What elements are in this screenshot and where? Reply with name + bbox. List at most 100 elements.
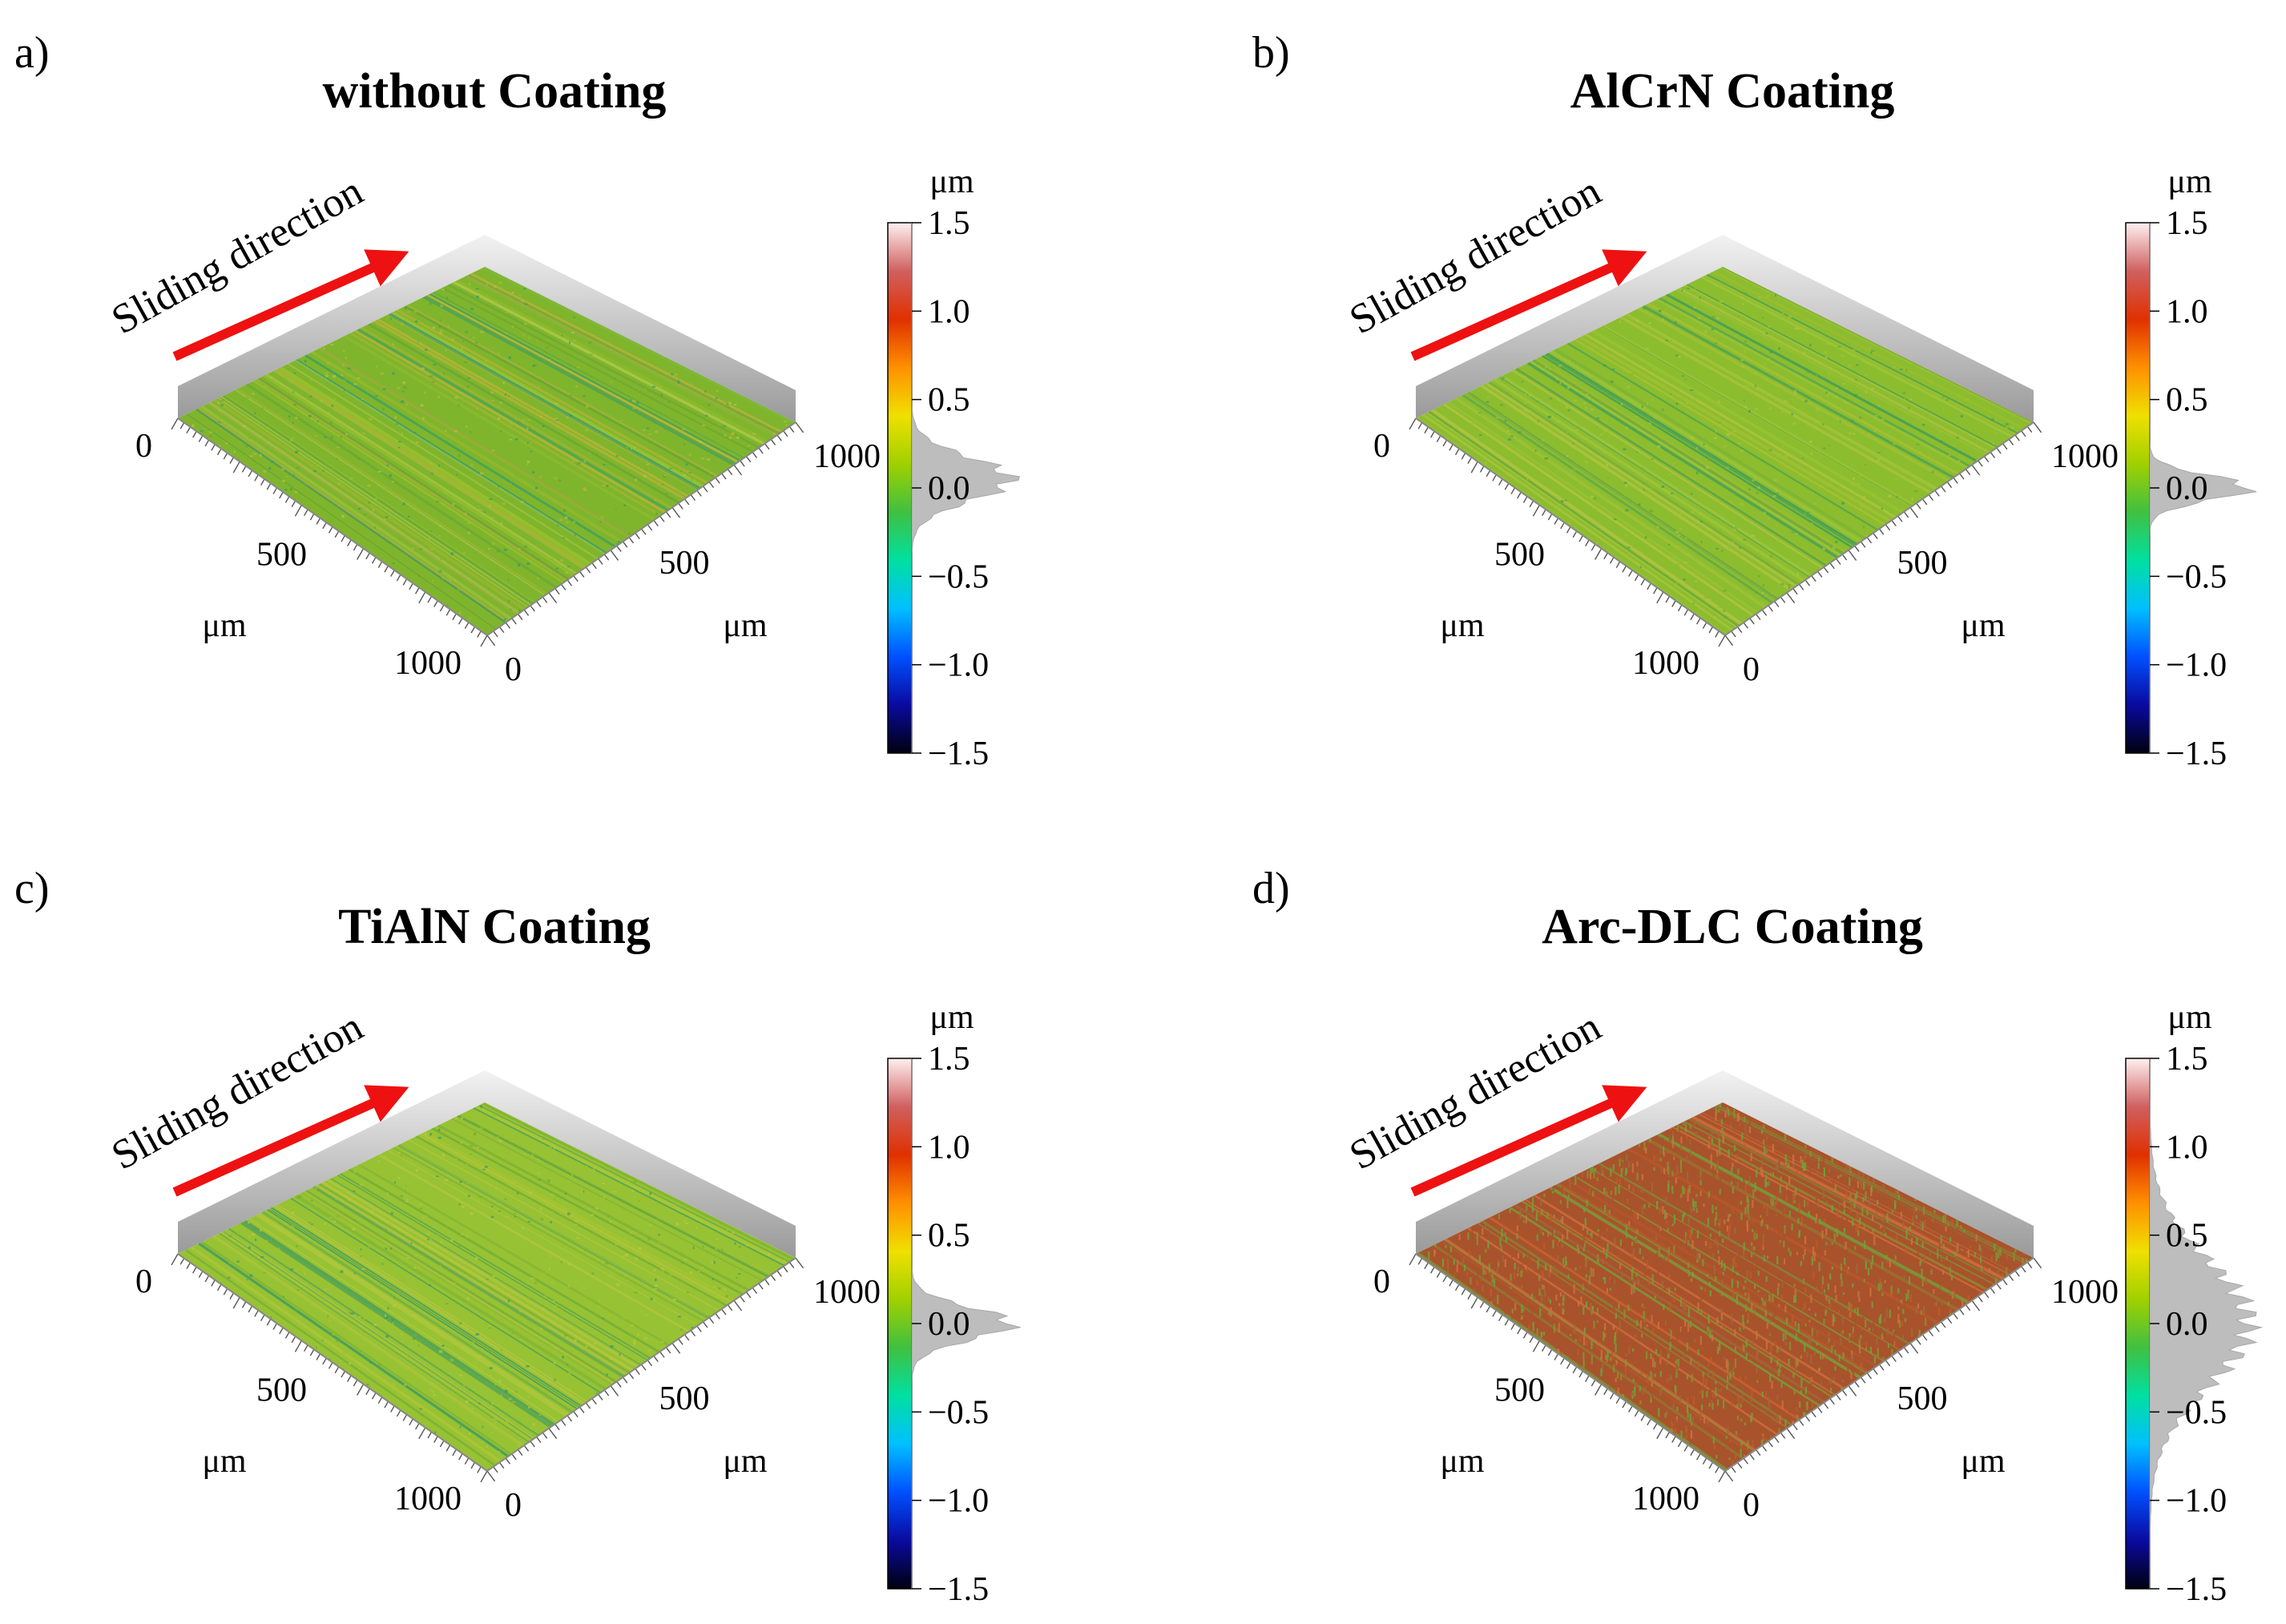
height-histogram [2149, 1058, 2264, 1589]
y-axis-line [486, 421, 796, 636]
x-axis-ticks [1409, 1253, 1726, 1483]
y-axis-ticks [1724, 421, 2042, 647]
sliding-direction-arrow [1410, 1085, 1647, 1197]
colorbar-tick-label: 0.0 [2166, 1306, 2208, 1343]
x-tick-label: 1000 [1632, 1481, 1699, 1517]
y-tick-label: 500 [1897, 545, 1948, 582]
x-axis-line [177, 417, 488, 636]
y-axis-line [486, 1257, 796, 1472]
colorbar-tick-label: 0.5 [928, 1218, 970, 1255]
x-tick-label: 0 [1373, 428, 1390, 465]
x-axis-ticks [171, 417, 488, 647]
colorbar-unit: μm [929, 999, 974, 1036]
x-axis-line [1415, 417, 1726, 636]
colorbar-tick-label: 1.5 [928, 205, 970, 242]
colorbar-tick-label: −1.5 [2166, 735, 2227, 772]
colorbar-tick-label: 1.5 [928, 1041, 970, 1078]
colorbar-tick-label: 1.5 [2166, 1041, 2208, 1078]
x-tick-label: 1000 [394, 645, 462, 682]
y-tick-label: 0 [505, 1487, 522, 1524]
y-tick-label: 1000 [2051, 438, 2119, 475]
colorbar-tick-label: 1.0 [928, 1129, 970, 1166]
surface [1416, 267, 2034, 635]
colorbar [887, 222, 913, 754]
back-wall-right [1723, 235, 2034, 422]
x-axis-ticks [1409, 417, 1726, 647]
x-axis-unit: μm [202, 607, 247, 644]
height-histogram [911, 1058, 1021, 1589]
y-axis-ticks [486, 421, 804, 647]
sliding-direction-arrow [1410, 249, 1647, 361]
colorbar-unit: μm [2167, 163, 2212, 200]
panel-label: c) [14, 864, 50, 913]
x-tick-label: 1000 [1632, 645, 1699, 682]
colorbar-tick-label: −1.0 [2166, 1483, 2227, 1520]
surface-texture [1417, 267, 2034, 635]
x-tick-label: 0 [1373, 1263, 1390, 1300]
surface [178, 267, 796, 635]
y-axis-line [1724, 1257, 2034, 1472]
x-axis-unit: μm [1440, 1443, 1485, 1480]
panel-title: TiAlN Coating [338, 900, 651, 954]
x-tick-label: 500 [1494, 537, 1545, 574]
x-tick-label: 1000 [394, 1481, 462, 1517]
colorbar-tick-label: 0.5 [2166, 382, 2208, 419]
panel-label: a) [14, 28, 50, 78]
colorbar-tick-label: −1.5 [928, 1571, 989, 1608]
x-axis-unit: μm [202, 1443, 247, 1480]
x-axis-unit: μm [1440, 607, 1485, 644]
colorbar-unit: μm [2167, 999, 2212, 1036]
height-histogram [2149, 223, 2257, 753]
panel-label: d) [1252, 864, 1290, 913]
colorbar-unit: μm [929, 163, 974, 200]
panel-label: b) [1252, 28, 1290, 78]
x-tick-label: 500 [256, 1372, 307, 1409]
colorbar-tick-label: 0.0 [928, 1306, 970, 1343]
colorbar-tick-label: 1.0 [2166, 1129, 2208, 1166]
back-wall-right [1723, 1070, 2034, 1258]
back-wall-right [485, 235, 796, 422]
colorbar-tick-label: 0.0 [928, 470, 970, 507]
back-wall-right [485, 1070, 796, 1258]
colorbar-tick-label: −1.0 [928, 647, 989, 684]
surface-texture [185, 1102, 795, 1467]
colorbar-tick-label: −0.5 [2166, 1394, 2227, 1431]
x-tick-label: 0 [135, 1263, 152, 1300]
x-tick-label: 500 [1494, 1372, 1545, 1409]
y-tick-label: 0 [505, 651, 522, 688]
colorbar-tick-label: −0.5 [2166, 558, 2227, 595]
sliding-direction-arrow [172, 249, 409, 361]
y-axis-ticks [1724, 1257, 2042, 1482]
colorbar-tick-label: 0.5 [2166, 1218, 2208, 1255]
x-axis-line [1415, 1253, 1726, 1472]
y-axis-unit: μm [723, 1443, 768, 1480]
x-axis-line [177, 1253, 488, 1472]
y-tick-label: 500 [659, 545, 710, 582]
colorbar-tick-label: −1.5 [2166, 1571, 2227, 1608]
colorbar-tick-label: −1.0 [2166, 647, 2227, 684]
height-histogram [911, 223, 1020, 753]
colorbar-tick-label: −0.5 [928, 1394, 989, 1431]
y-axis-unit: μm [1961, 607, 2006, 644]
y-tick-label: 1000 [2051, 1274, 2119, 1311]
y-axis-unit: μm [723, 607, 768, 644]
panel-title: without Coating [323, 64, 667, 119]
x-tick-label: 0 [135, 428, 152, 465]
y-axis-line [1724, 421, 2034, 636]
colorbar-tick-label: 1.0 [2166, 293, 2208, 330]
colorbar-tick-label: 0.5 [928, 382, 970, 419]
x-tick-label: 500 [256, 537, 307, 574]
y-tick-label: 1000 [813, 1274, 881, 1311]
y-axis-ticks [486, 1257, 804, 1482]
panel-title: AlCrN Coating [1570, 64, 1895, 119]
surface-texture [186, 267, 796, 635]
panel-title: Arc-DLC Coating [1542, 900, 1923, 954]
y-tick-label: 0 [1743, 1487, 1760, 1524]
y-tick-label: 500 [659, 1380, 710, 1417]
y-axis-unit: μm [1961, 1443, 2006, 1480]
